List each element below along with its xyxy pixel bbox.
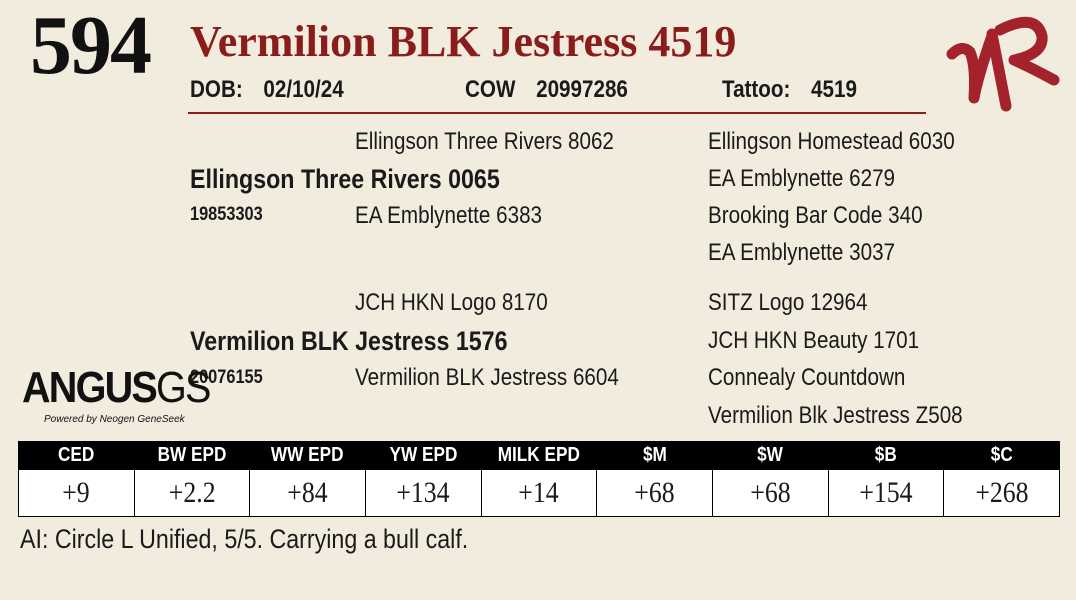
cow-info: COW 20997286 (465, 76, 628, 104)
dob-label: DOB: (190, 76, 243, 103)
dam-registration: 20076155 (190, 367, 263, 388)
dam-dam-sire: Connealy Countdown (708, 364, 906, 391)
sire-sire: Ellingson Three Rivers 8062 (355, 128, 614, 155)
epd-header-w: $W (711, 441, 829, 470)
ai-footnote: AI: Circle L Unified, 5/5. Carrying a bu… (20, 524, 469, 554)
epd-value-ww: +84 (249, 469, 366, 517)
epd-header-m: $M (596, 441, 713, 470)
epd-header-ww: WW EPD (249, 441, 366, 470)
epd-value-c: +268 (943, 469, 1060, 517)
epd-table: CED BW EPD WW EPD YW EPD MILK EPD $M $W … (18, 441, 1060, 517)
dob-value: 02/10/24 (263, 76, 344, 103)
sire-registration: 19853303 (190, 204, 263, 225)
sire-sire-dam: EA Emblynette 6279 (708, 165, 896, 192)
lot-number: 594 (30, 0, 152, 92)
tattoo-info: Tattoo: 4519 (722, 76, 857, 104)
epd-value-milk: +14 (480, 469, 598, 517)
epd-header-row: CED BW EPD WW EPD YW EPD MILK EPD $M $W … (18, 441, 1060, 470)
epd-header-b: $B (827, 441, 945, 470)
dam-sire: JCH HKN Logo 8170 (355, 289, 548, 316)
angus-gs-suffix: GS (156, 363, 211, 412)
epd-header-milk: MILK EPD (480, 441, 598, 470)
vr-brand-logo (946, 16, 1060, 112)
sire-dam: EA Emblynette 6383 (355, 202, 543, 229)
dob-info: DOB: 02/10/24 (190, 76, 344, 104)
tattoo-value: 4519 (811, 76, 857, 103)
animal-name: Vermilion BLK Jestress 4519 (190, 17, 737, 66)
epd-value-m: +68 (596, 469, 713, 517)
angus-gs-logo: ANGUSGS Powered by Neogen GeneSeek (22, 363, 211, 430)
sire-name: Ellingson Three Rivers 0065 (190, 164, 500, 194)
epd-value-yw: +134 (364, 469, 482, 517)
epd-value-ced: +9 (18, 469, 135, 517)
dam-sire-sire: SITZ Logo 12964 (708, 289, 868, 316)
angus-tagline: Powered by Neogen GeneSeek (44, 414, 185, 425)
epd-value-row: +9 +2.2 +84 +134 +14 +68 +68 +154 +268 (18, 469, 1060, 517)
tattoo-label: Tattoo: (722, 76, 791, 103)
epd-value-b: +154 (827, 469, 945, 517)
angus-word: ANGUS (22, 363, 158, 412)
dam-name: Vermilion BLK Jestress 1576 (190, 326, 508, 356)
dam-sire-dam: JCH HKN Beauty 1701 (708, 327, 920, 354)
sire-sire-sire: Ellingson Homestead 6030 (708, 128, 955, 155)
epd-value-bw: +2.2 (133, 469, 251, 517)
title-divider (188, 112, 926, 114)
epd-header-ced: CED (18, 441, 135, 470)
cow-value: 20997286 (536, 76, 628, 103)
sire-dam-dam: EA Emblynette 3037 (708, 239, 896, 266)
epd-header-yw: YW EPD (364, 441, 482, 470)
epd-value-w: +68 (711, 469, 829, 517)
dam-dam: Vermilion BLK Jestress 6604 (355, 364, 619, 391)
sire-dam-sire: Brooking Bar Code 340 (708, 202, 923, 229)
epd-header-bw: BW EPD (133, 441, 251, 470)
dam-dam-dam: Vermilion Blk Jestress Z508 (708, 402, 963, 429)
epd-header-c: $C (943, 441, 1060, 470)
cow-label: COW (465, 76, 516, 103)
